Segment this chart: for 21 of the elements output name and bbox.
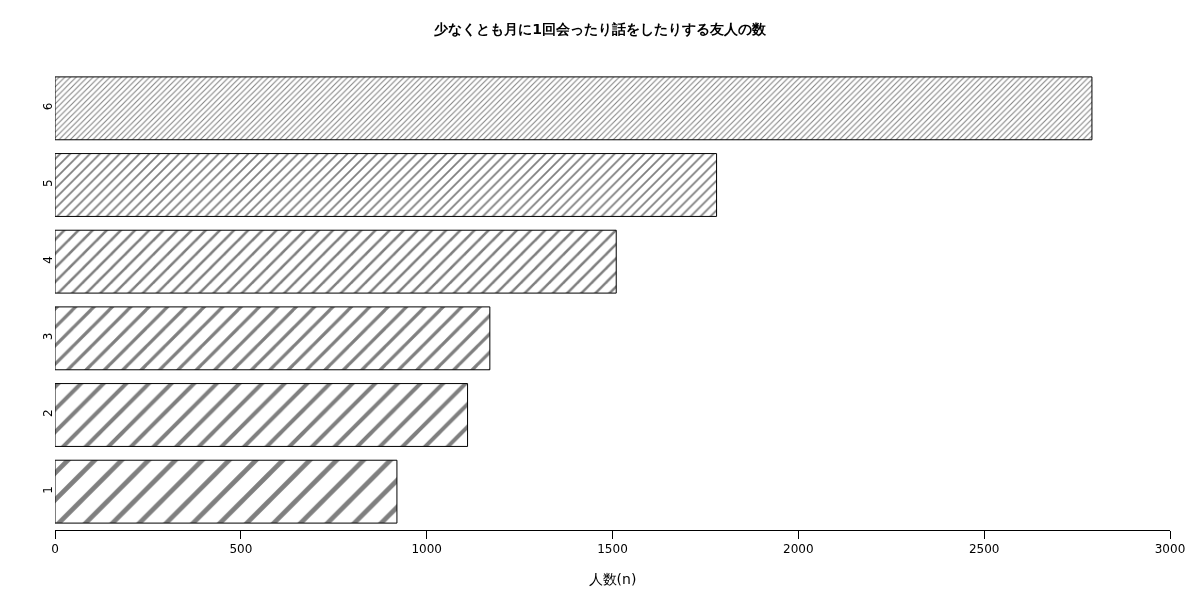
bar — [55, 76, 1093, 141]
bar — [55, 153, 718, 217]
chart-title: 少なくとも月に1回会ったり話をしたりする友人の数 — [434, 20, 767, 37]
x-tick-label: 0 — [51, 542, 59, 557]
x-tick-label: 2500 — [968, 542, 1000, 557]
y-tick-label: 5 — [40, 179, 55, 188]
x-tick-label: 500 — [229, 542, 253, 557]
x-tick-label: 1000 — [411, 542, 442, 557]
x-tick-label: 1500 — [597, 542, 628, 557]
x-tick-label: 3000 — [1154, 542, 1186, 557]
bar — [55, 306, 491, 371]
x-tick-label: 2000 — [783, 542, 814, 557]
y-tick-label: 2 — [40, 409, 55, 418]
y-tick-label: 1 — [40, 486, 55, 494]
y-tick-label: 4 — [40, 256, 55, 264]
bar — [55, 229, 617, 294]
y-tick-label: 3 — [40, 332, 55, 341]
y-tick-label: 6 — [40, 102, 55, 111]
bar — [55, 459, 398, 524]
bar — [55, 383, 469, 447]
x-axis-title: 人数(n) — [588, 570, 637, 587]
